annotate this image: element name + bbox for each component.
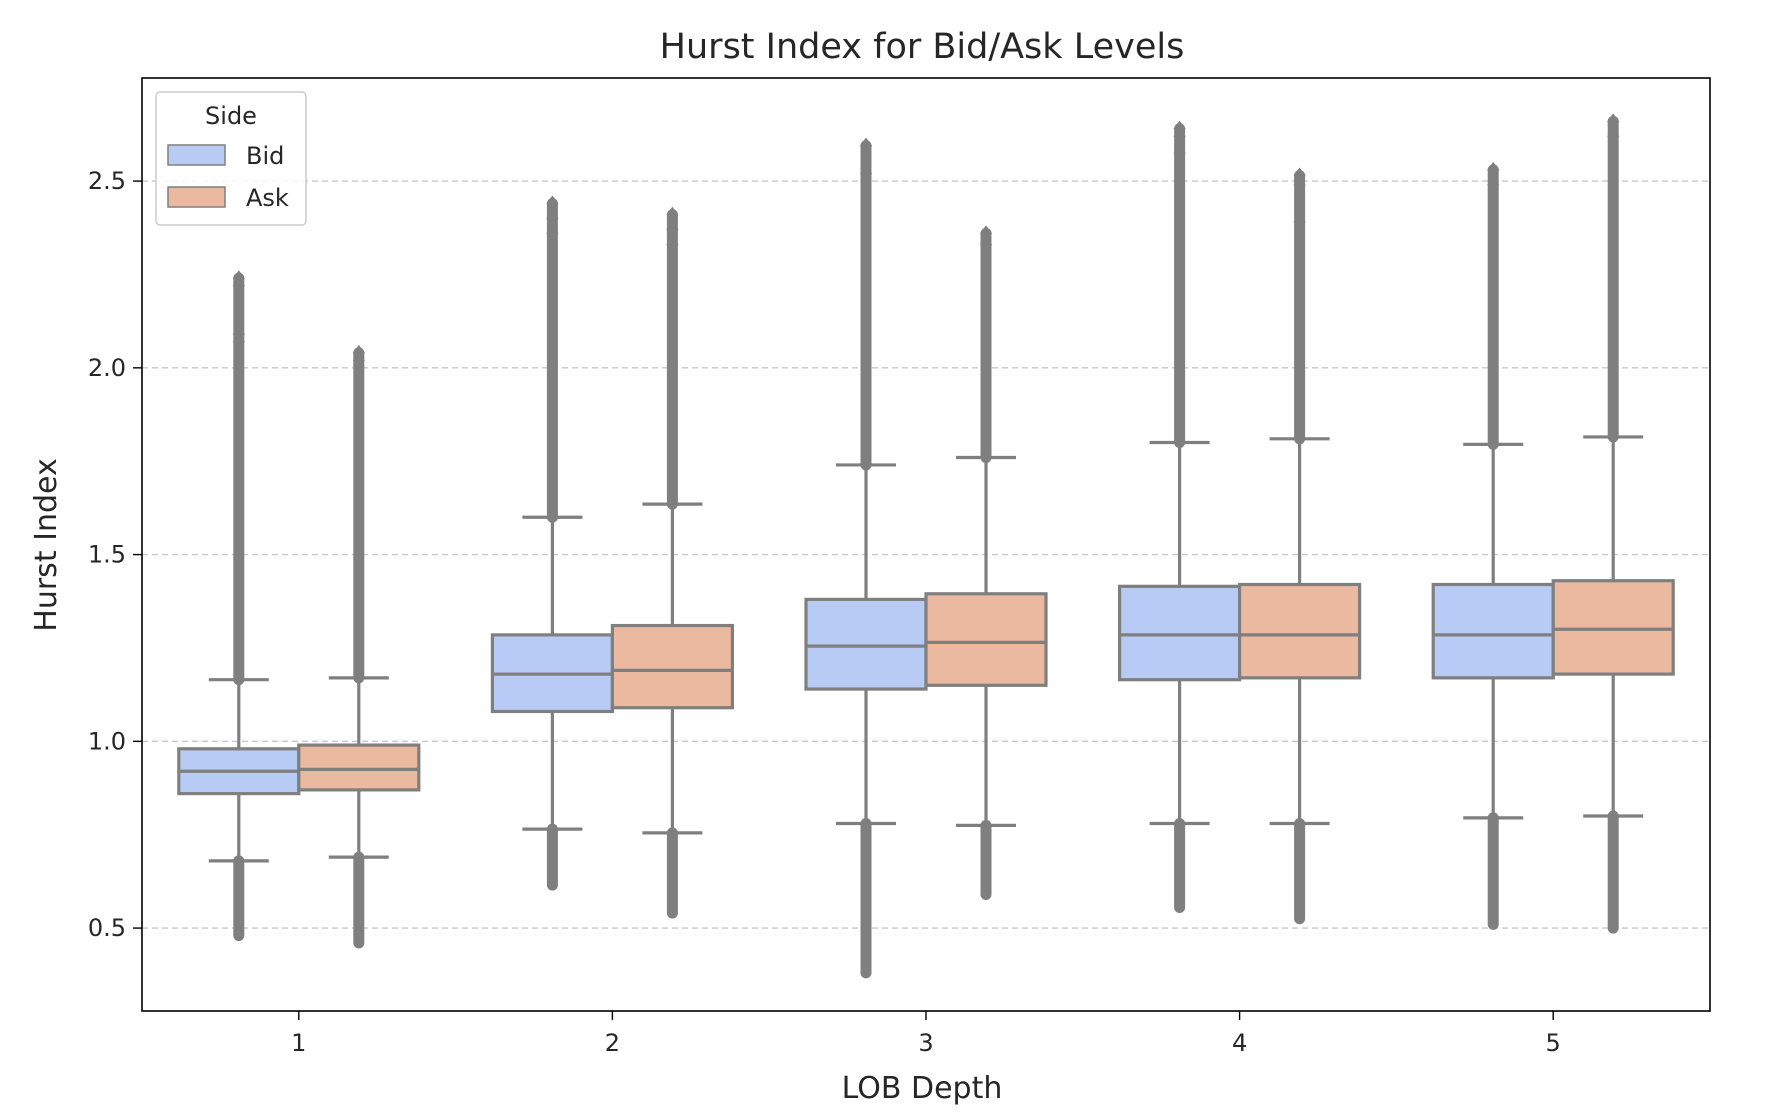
outlier-point [1173, 128, 1186, 145]
y-axis-title: Hurst Index [29, 458, 64, 631]
x-tick-label: 5 [1546, 1029, 1561, 1057]
box-plots [177, 113, 1675, 979]
x-tick-label: 2 [605, 1029, 620, 1057]
plot-frame [141, 77, 1711, 1012]
outlier-point [1607, 113, 1620, 130]
outlier-point [980, 225, 992, 242]
outlier-point [1607, 128, 1620, 145]
box-ask-3 [924, 225, 1048, 900]
outlier-point [666, 221, 679, 238]
outlier-point [666, 236, 679, 253]
y-tick-label: 1.5 [88, 541, 126, 569]
y-tick-label: 2.5 [88, 167, 126, 195]
box-body [1237, 582, 1362, 680]
box-bid-1 [177, 270, 301, 942]
y-axis: 0.5 1.0 1.5 2.0 2.5 [88, 167, 142, 942]
x-axis-title: LOB Depth [842, 1071, 1003, 1106]
box-ask-5 [1551, 113, 1675, 934]
outlier-point [546, 210, 559, 227]
outlier-point [1293, 176, 1306, 193]
chart-title: Hurst Index for Bid/Ask Levels [660, 27, 1185, 67]
box-bid-2 [490, 195, 614, 891]
grid-lines [142, 180, 1710, 929]
y-tick-label: 1.0 [88, 727, 126, 755]
box-bid-4 [1117, 120, 1242, 914]
outlier-point [546, 195, 559, 212]
legend-title: Side [205, 102, 257, 130]
box-ask-4 [1237, 167, 1362, 925]
outlier-point [666, 206, 679, 223]
outlier-point [1293, 167, 1306, 184]
box-body [924, 592, 1048, 687]
outlier-point [232, 277, 245, 294]
outlier-point [546, 225, 559, 242]
outlier-point [1293, 214, 1306, 231]
outlier-point [860, 137, 872, 154]
outlier-point [1487, 176, 1500, 193]
box-body [1117, 584, 1242, 682]
legend: Side Bid Ask [155, 91, 307, 226]
x-tick-label: 3 [918, 1029, 933, 1057]
y-tick-label: 2.0 [88, 354, 126, 382]
box-body [804, 597, 928, 691]
legend-swatch-bid [167, 144, 226, 166]
box-body [1431, 582, 1555, 680]
x-tick-label: 1 [291, 1029, 306, 1057]
legend-swatch-ask [167, 186, 226, 208]
box-ask-2 [610, 206, 735, 919]
box-ask-1 [297, 344, 421, 949]
outlier-point [1173, 145, 1186, 162]
x-tick-label: 4 [1232, 1029, 1247, 1057]
legend-label-bid: Bid [246, 142, 284, 170]
box-body [610, 623, 735, 710]
outlier-point [980, 236, 992, 253]
outlier-point [232, 333, 245, 350]
outlier-point [1487, 161, 1500, 178]
box-body [297, 743, 421, 792]
legend-label-ask: Ask [246, 184, 289, 212]
outlier-point [352, 352, 365, 369]
outlier-point [860, 165, 872, 182]
box-bid-5 [1431, 161, 1555, 930]
y-tick-label: 0.5 [88, 914, 126, 942]
x-axis: 1 2 3 4 5 [291, 1011, 1561, 1057]
box-body [1551, 579, 1675, 676]
